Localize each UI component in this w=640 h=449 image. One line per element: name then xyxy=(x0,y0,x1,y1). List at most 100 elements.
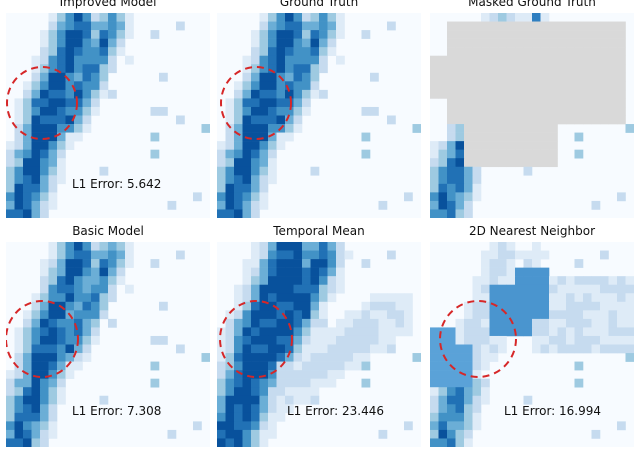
heatmap-cell xyxy=(455,344,465,354)
heatmap-cell xyxy=(176,250,185,260)
heatmap-cell xyxy=(217,404,226,414)
heatmap-cell xyxy=(523,38,533,48)
heatmap-cell xyxy=(608,344,618,354)
heatmap-cell xyxy=(430,200,439,210)
heatmap-cell xyxy=(259,166,269,176)
heatmap-cell xyxy=(566,276,575,286)
heatmap-cell xyxy=(48,192,58,202)
heatmap-cell xyxy=(268,250,277,260)
heatmap-cell xyxy=(447,81,456,91)
panel-masked-ground-truth: Masked Ground Truth xyxy=(430,0,634,218)
heatmap-cell xyxy=(6,404,15,414)
heatmap-cell xyxy=(234,344,243,354)
heatmap-cell xyxy=(302,81,311,91)
heatmap-cell xyxy=(251,242,260,251)
heatmap-cell xyxy=(293,38,303,48)
heatmap-cell xyxy=(310,395,320,405)
heatmap-cell xyxy=(6,192,15,202)
heatmap-cell xyxy=(302,242,311,251)
heatmap-cell xyxy=(242,318,252,328)
heatmap-cell xyxy=(617,421,626,431)
heatmap-cell xyxy=(336,284,345,294)
heatmap-cell xyxy=(600,293,609,303)
heatmap-cell xyxy=(259,344,269,354)
heatmap-cell xyxy=(259,158,269,168)
heatmap-cell xyxy=(276,81,286,91)
heatmap-cell xyxy=(472,183,482,193)
heatmap-cell xyxy=(302,106,311,116)
heatmap-cell xyxy=(464,64,473,74)
heatmap-cell xyxy=(285,106,294,116)
heatmap-cell xyxy=(430,149,439,159)
heatmap-cell xyxy=(14,166,24,176)
heatmap-cell xyxy=(557,301,567,311)
heatmap-cell xyxy=(57,250,66,260)
heatmap-cell xyxy=(489,141,499,150)
heatmap-cell xyxy=(150,361,160,371)
heatmap-cell xyxy=(285,81,294,91)
heatmap-cell xyxy=(268,72,277,82)
heatmap-cell xyxy=(378,344,388,354)
heatmap-cell xyxy=(387,115,396,125)
heatmap-cell xyxy=(489,267,499,277)
heatmap-cell xyxy=(259,327,269,337)
heatmap-cell xyxy=(242,183,252,193)
heatmap-cell xyxy=(310,276,320,286)
heatmap-cell xyxy=(276,353,286,362)
heatmap-cell xyxy=(293,13,303,22)
heatmap-cell xyxy=(447,387,456,397)
heatmap-cell xyxy=(430,81,439,91)
heatmap-cell xyxy=(523,267,533,277)
heatmap-cell xyxy=(361,301,371,311)
heatmap-cell xyxy=(319,301,328,311)
heatmap-cell xyxy=(523,250,533,260)
heatmap-cell xyxy=(234,310,243,320)
heatmap-cell xyxy=(99,310,109,320)
heatmap-cell xyxy=(489,55,499,65)
heatmap-cell xyxy=(336,267,345,277)
heatmap-cell xyxy=(506,115,516,125)
heatmap-cell xyxy=(74,124,83,133)
heatmap-cell xyxy=(447,21,456,31)
heatmap-cell xyxy=(14,106,24,116)
heatmap-cell xyxy=(506,327,516,337)
panel-2d-nearest-neighbor: 2D Nearest Neighbor L1 Error: 16.994 xyxy=(430,224,634,447)
heatmap-cell xyxy=(455,412,465,422)
heatmap-cell xyxy=(31,310,41,320)
heatmap-cell xyxy=(404,318,413,328)
heatmap-cell xyxy=(242,370,252,379)
heatmap-cell xyxy=(319,276,328,286)
heatmap-cell xyxy=(259,72,269,82)
heatmap-cell xyxy=(276,132,286,142)
heatmap-cell xyxy=(464,192,473,202)
heatmap-cell xyxy=(515,132,524,142)
heatmap-cell xyxy=(40,310,49,320)
heatmap-cell xyxy=(447,200,456,210)
heatmap-cell xyxy=(293,55,303,65)
heatmap-cell xyxy=(302,327,311,337)
heatmap-cell xyxy=(259,412,269,422)
heatmap-cell xyxy=(481,13,490,22)
heatmap-cell xyxy=(225,412,235,422)
heatmap-cell xyxy=(108,318,117,328)
heatmap-cell xyxy=(65,106,75,116)
heatmap-cell xyxy=(31,89,41,99)
heatmap-cell xyxy=(48,124,58,133)
heatmap-cell xyxy=(344,310,354,320)
heatmap-cell xyxy=(6,370,15,379)
heatmap-cell xyxy=(285,124,294,133)
heatmap-cell xyxy=(600,106,609,116)
heatmap-cell xyxy=(6,387,15,397)
heatmap-cell xyxy=(251,310,260,320)
heatmap-cell xyxy=(251,387,260,397)
heatmap-cell xyxy=(14,158,24,168)
heatmap-cell xyxy=(31,106,41,116)
heatmap-cell xyxy=(353,344,362,354)
heatmap-cell xyxy=(327,38,337,48)
heatmap-cell xyxy=(65,335,75,345)
heatmap-cell xyxy=(438,149,448,159)
heatmap-cell xyxy=(574,47,584,57)
heatmap-cell xyxy=(302,55,311,65)
heatmap-cell xyxy=(285,335,294,345)
heatmap-cell xyxy=(65,38,75,48)
